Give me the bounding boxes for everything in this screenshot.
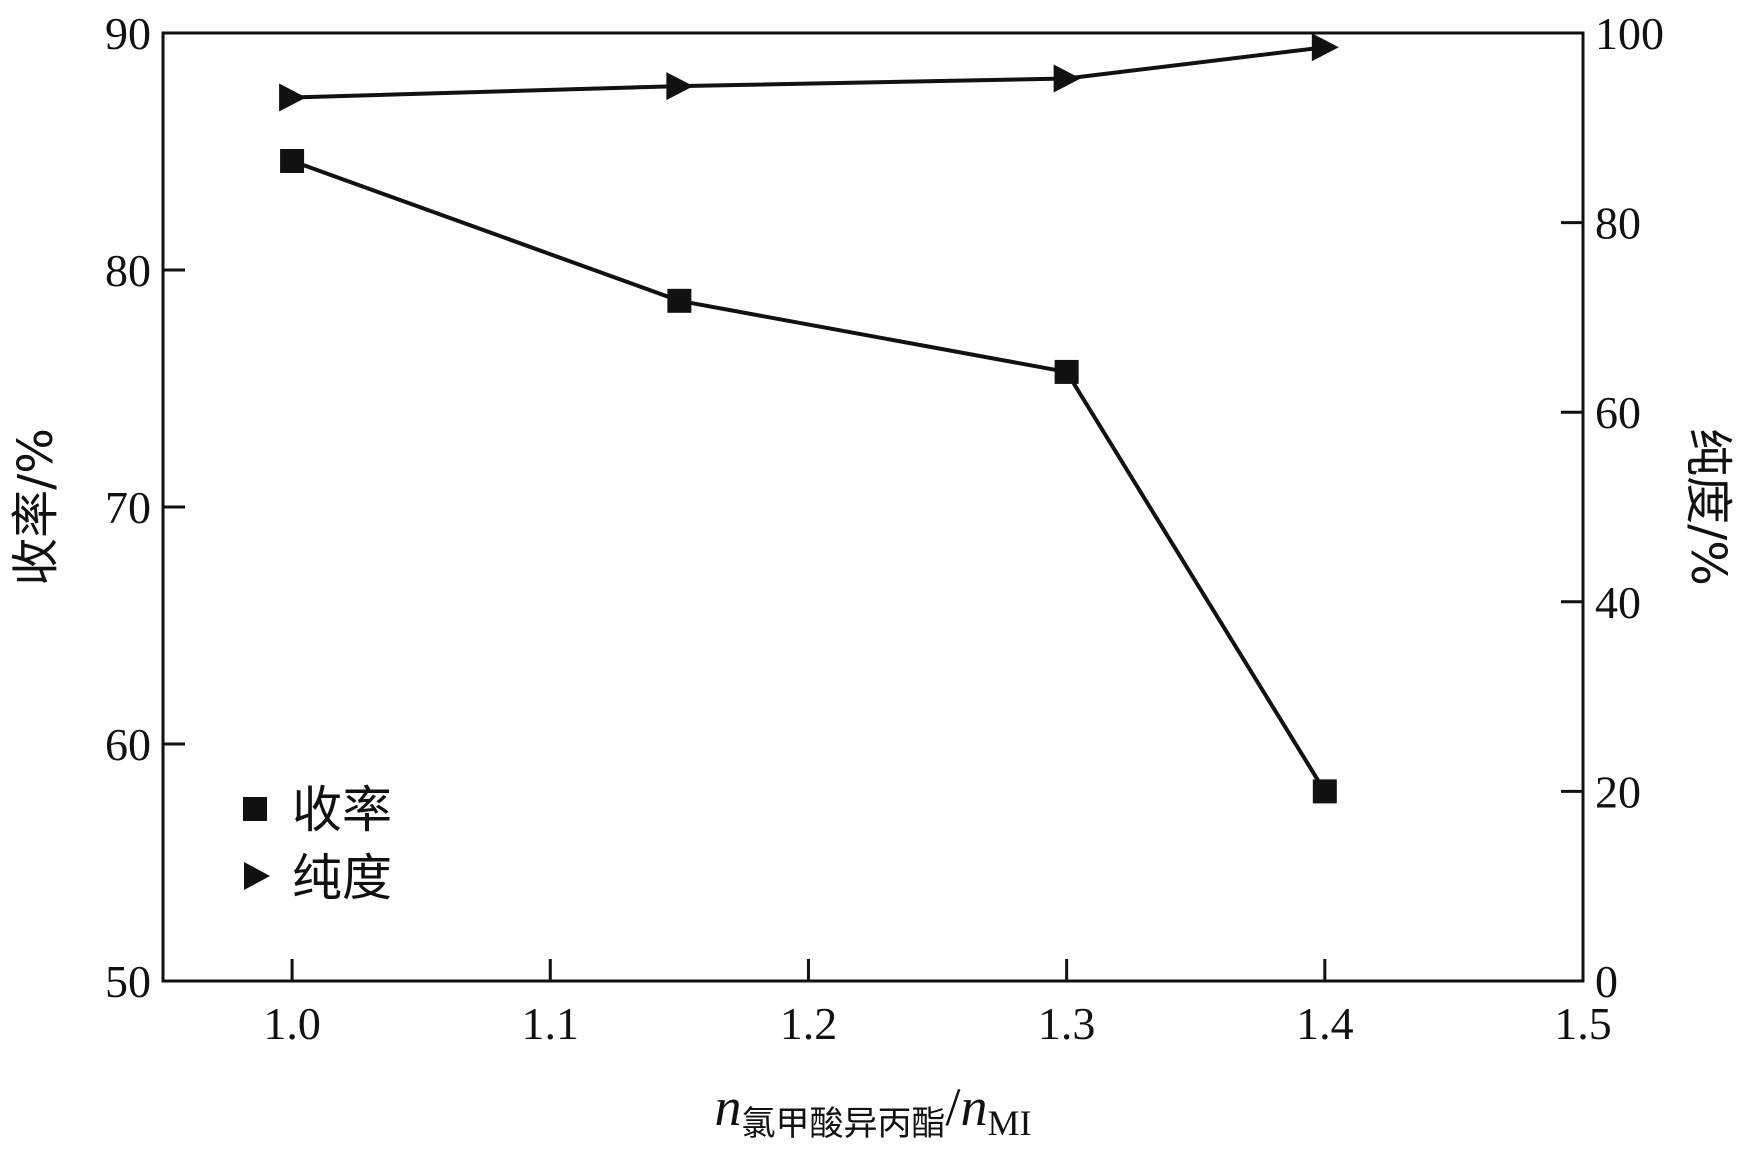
x-tick-label: 1.2 <box>780 998 838 1049</box>
y2-tick-label: 100 <box>1595 8 1664 59</box>
data-point-triangle <box>666 72 694 101</box>
data-point-square <box>1054 359 1079 384</box>
y2-tick-label: 80 <box>1595 198 1641 249</box>
data-point-triangle <box>1053 64 1081 93</box>
x-axis-title-sub2: MI <box>988 1103 1032 1143</box>
y-tick-label: 80 <box>105 245 151 296</box>
x-axis-title-n2: n <box>961 1077 988 1137</box>
y-tick-label: 70 <box>105 482 151 533</box>
legend-marker-yield <box>243 797 267 821</box>
x-axis-title-sub1: 氯甲酸异丙酯 <box>741 1104 945 1144</box>
x-tick-label: 1.1 <box>522 998 580 1049</box>
y2-tick-label: 60 <box>1595 387 1641 438</box>
y2-tick-label: 20 <box>1595 766 1641 817</box>
x-axis-title: n氯甲酸异丙酯/nMI <box>714 1077 1031 1144</box>
legend: 收率 纯度 <box>243 781 392 907</box>
data-point-triangle <box>279 83 307 112</box>
y2-tick-label: 0 <box>1595 956 1618 1007</box>
x-axis-title-slash: / <box>945 1077 960 1137</box>
x-axis-title-n1: n <box>714 1077 741 1137</box>
y2-axis-title: 纯度/% <box>1680 428 1736 586</box>
series-line-square <box>291 159 1327 793</box>
tick-labels: 1.0 1.1 1.2 1.3 1.4 1.5 50 60 70 80 90 0 20 40 60 80 100 <box>105 8 1664 1049</box>
y-tick-label: 50 <box>105 956 151 1007</box>
y-tick-label: 60 <box>105 719 151 770</box>
x-tick-label: 1.3 <box>1038 998 1096 1049</box>
data-point-square <box>280 148 305 173</box>
data-point-square <box>1312 779 1337 804</box>
data-point-square <box>667 288 692 313</box>
y-axis-title: 收率/% <box>8 428 64 586</box>
series-lines <box>291 45 1327 793</box>
x-tick-label: 1.0 <box>263 998 321 1049</box>
data-point-triangle <box>1311 33 1339 62</box>
y-tick-label: 90 <box>105 8 151 59</box>
x-tick-label: 1.4 <box>1296 998 1354 1049</box>
legend-label-purity: 纯度 <box>292 849 392 907</box>
series-line-triangle-right <box>292 45 1326 100</box>
ticks <box>163 221 1585 981</box>
series-markers <box>279 33 1339 804</box>
legend-marker-purity <box>244 862 270 890</box>
x-tick-label: 1.5 <box>1554 998 1612 1049</box>
legend-label-yield: 收率 <box>292 781 392 839</box>
y2-tick-label: 40 <box>1595 577 1641 628</box>
